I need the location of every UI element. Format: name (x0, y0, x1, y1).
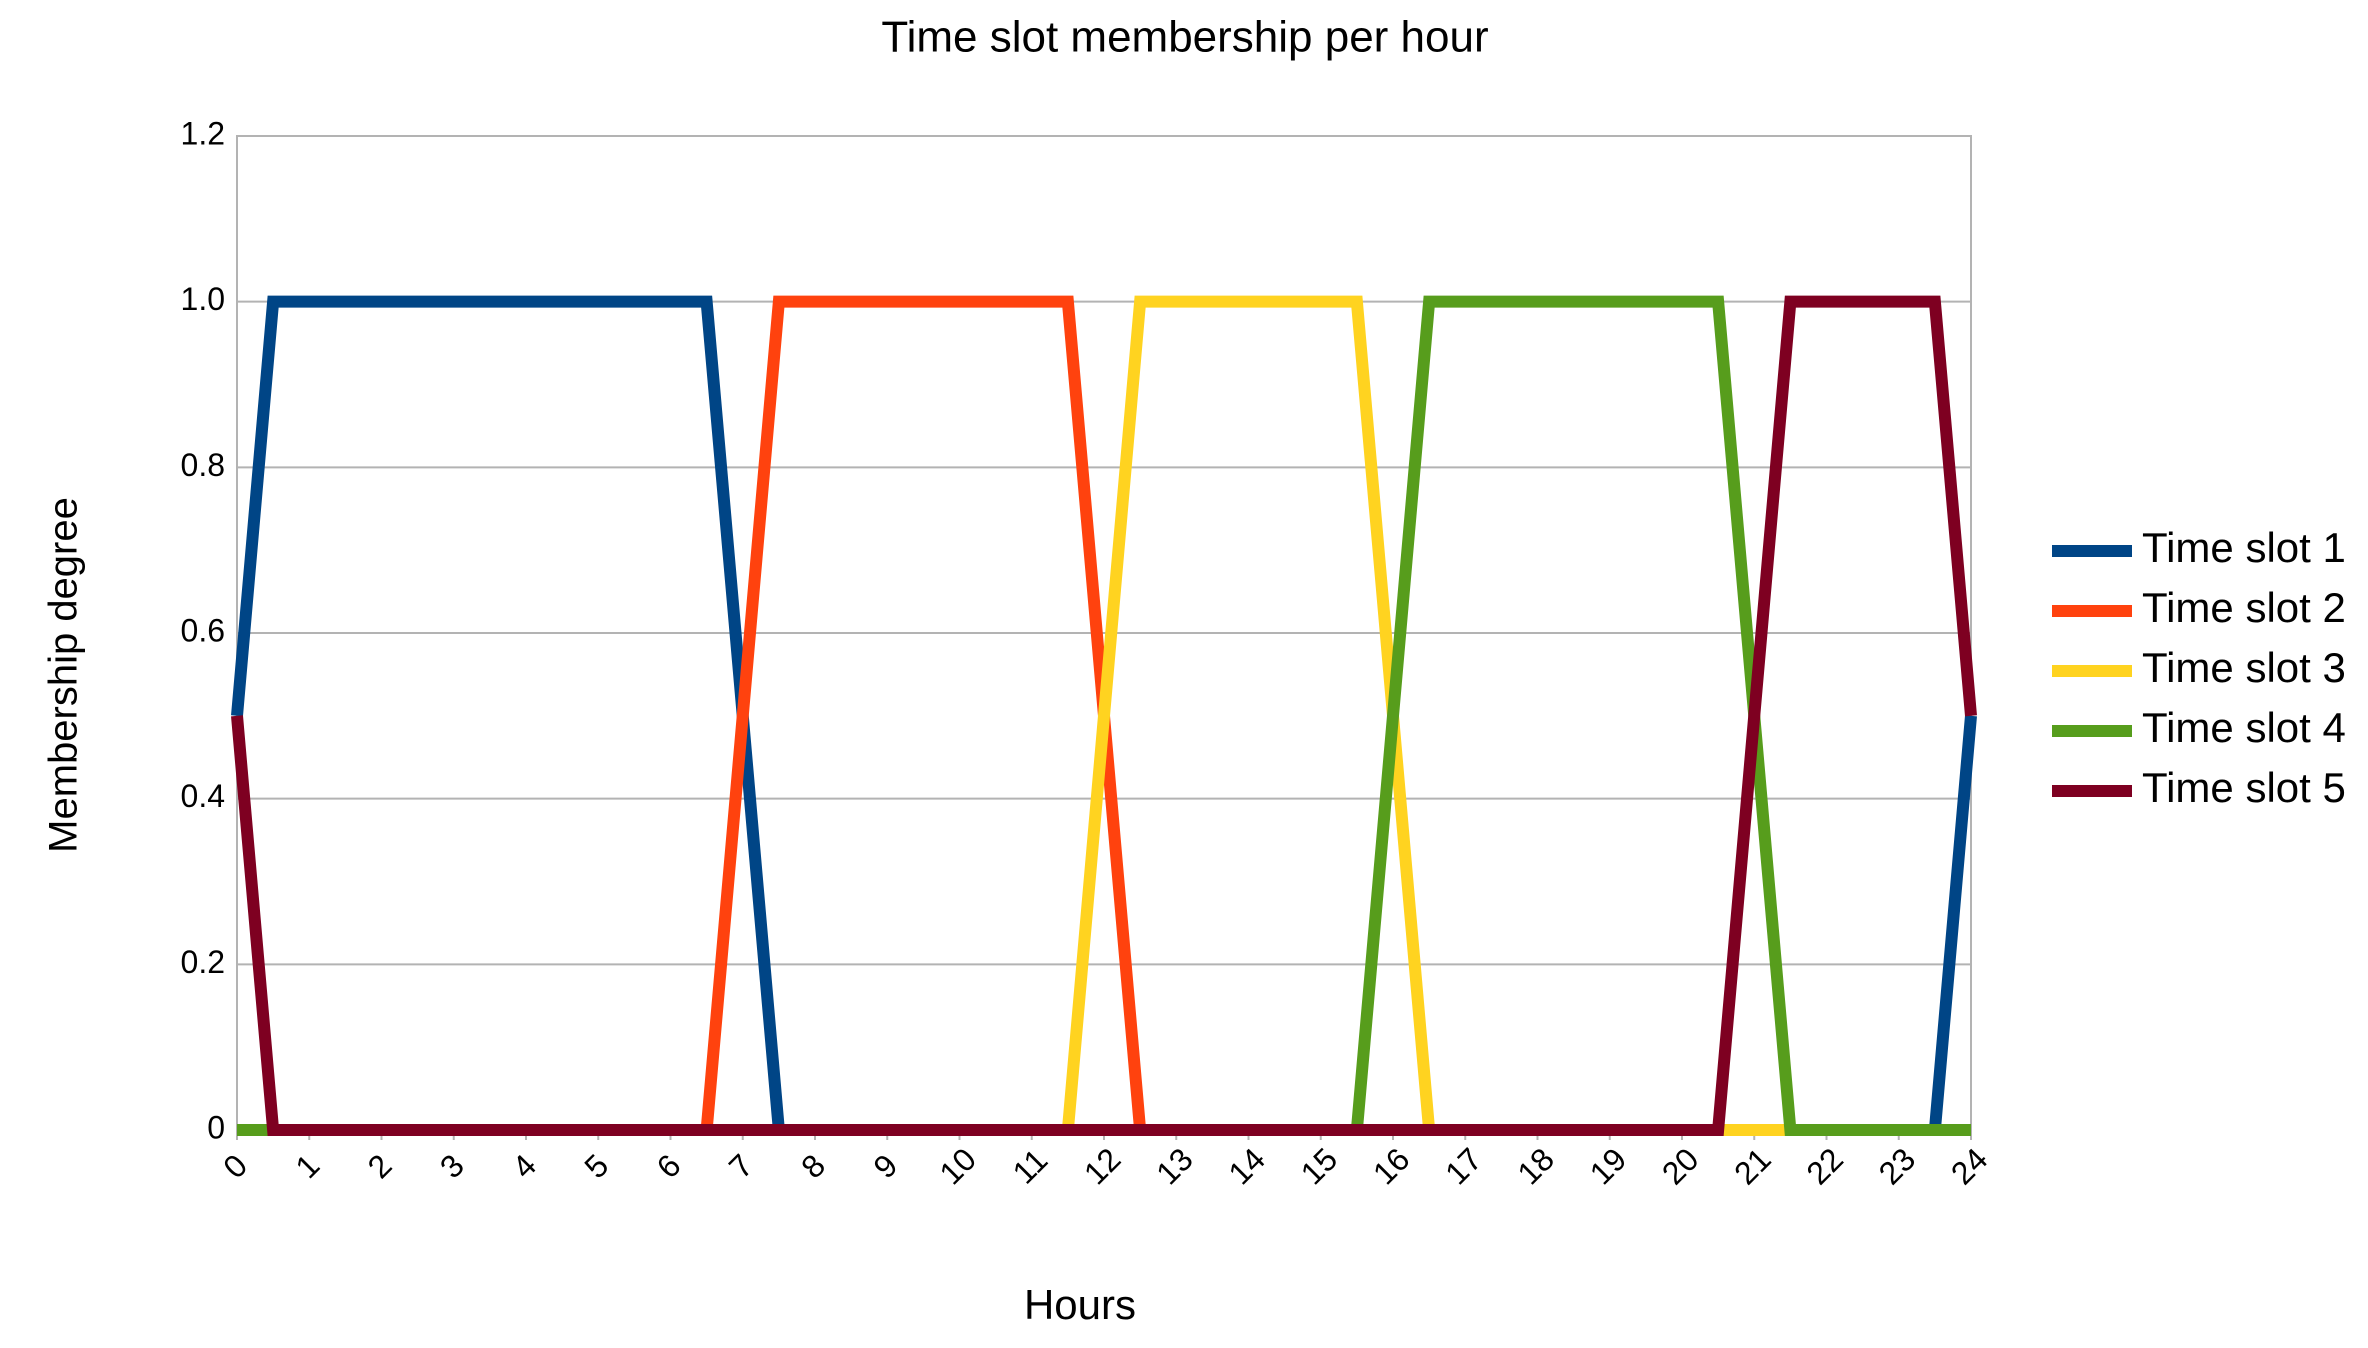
y-tick-label: 1.2 (181, 115, 225, 151)
y-axis-title: Membership degree (42, 497, 86, 853)
legend-label: Time slot 1 (2142, 524, 2346, 571)
legend-label: Time slot 4 (2142, 704, 2346, 751)
series-line (231, 295, 1977, 1136)
x-axis-title: Hours (1024, 1281, 1136, 1328)
y-tick-label: 0.4 (181, 778, 225, 814)
legend-label: Time slot 2 (2142, 584, 2346, 631)
y-tick-label: 0.6 (181, 612, 225, 648)
y-tick-label: 0 (207, 1109, 225, 1145)
y-tick-label: 0.8 (181, 447, 225, 483)
y-tick-label: 1.0 (181, 281, 225, 317)
y-tick-label: 0.2 (181, 944, 225, 980)
legend-label: Time slot 3 (2142, 644, 2346, 691)
legend-label: Time slot 5 (2142, 764, 2346, 811)
chart-title: Time slot membership per hour (881, 13, 1488, 62)
